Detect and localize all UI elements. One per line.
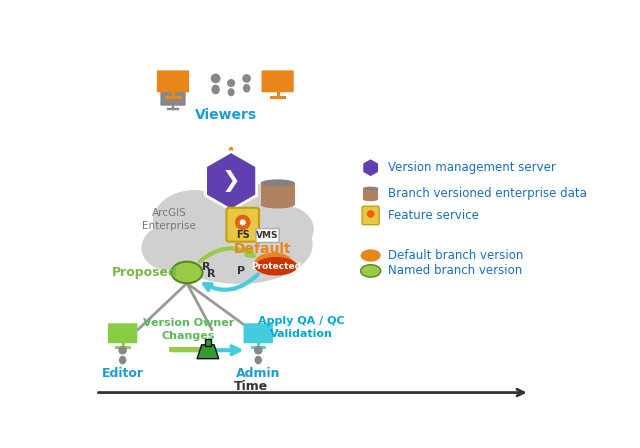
FancyArrowPatch shape <box>200 249 253 261</box>
Ellipse shape <box>243 84 250 93</box>
Ellipse shape <box>166 206 312 283</box>
Ellipse shape <box>363 198 378 201</box>
Text: ArcGIS
Enterprise: ArcGIS Enterprise <box>142 208 196 231</box>
Text: Branch versioned enterprise data: Branch versioned enterprise data <box>388 187 588 200</box>
Text: Named branch version: Named branch version <box>388 264 523 277</box>
Text: Viewers: Viewers <box>195 108 257 122</box>
Circle shape <box>235 215 250 230</box>
Ellipse shape <box>207 181 279 240</box>
Circle shape <box>239 220 246 225</box>
Ellipse shape <box>255 206 313 252</box>
Bar <box>363 189 378 199</box>
FancyBboxPatch shape <box>256 228 279 242</box>
Polygon shape <box>205 151 257 210</box>
Text: ❯: ❯ <box>222 170 241 192</box>
Text: FS: FS <box>236 230 250 240</box>
Text: Version management server: Version management server <box>388 161 556 174</box>
Text: Time: Time <box>234 380 268 393</box>
Circle shape <box>367 210 374 218</box>
Ellipse shape <box>228 88 235 96</box>
FancyBboxPatch shape <box>262 70 294 92</box>
Bar <box>205 339 211 346</box>
Bar <box>260 183 294 205</box>
Circle shape <box>227 79 235 87</box>
Circle shape <box>211 73 221 83</box>
Text: Admin: Admin <box>236 367 280 380</box>
Text: P: P <box>237 266 245 276</box>
Text: Apply QA / QC
Validation: Apply QA / QC Validation <box>257 315 344 339</box>
Circle shape <box>254 346 262 354</box>
FancyBboxPatch shape <box>244 323 273 343</box>
FancyArrowPatch shape <box>204 274 258 290</box>
Circle shape <box>118 346 127 354</box>
Ellipse shape <box>154 191 234 252</box>
Text: Default branch version: Default branch version <box>388 249 524 262</box>
Text: Proposed: Proposed <box>111 266 177 279</box>
Text: Feature service: Feature service <box>388 209 479 222</box>
FancyBboxPatch shape <box>227 208 259 241</box>
Circle shape <box>243 74 251 83</box>
FancyBboxPatch shape <box>157 70 189 92</box>
Ellipse shape <box>360 265 381 277</box>
Ellipse shape <box>363 187 378 190</box>
Text: Editor: Editor <box>102 367 143 380</box>
Ellipse shape <box>172 262 202 283</box>
Text: R: R <box>207 269 216 279</box>
Text: Protected: Protected <box>251 262 301 271</box>
FancyBboxPatch shape <box>161 89 186 106</box>
Text: VMS: VMS <box>256 231 279 240</box>
Text: Version Owner
Changes: Version Owner Changes <box>143 318 234 341</box>
Ellipse shape <box>255 257 298 276</box>
Text: R: R <box>202 262 211 272</box>
Polygon shape <box>363 159 379 177</box>
Ellipse shape <box>142 226 191 269</box>
Ellipse shape <box>360 250 381 262</box>
Polygon shape <box>197 345 219 359</box>
Ellipse shape <box>211 85 220 95</box>
Text: Default: Default <box>234 241 291 255</box>
Ellipse shape <box>260 179 294 187</box>
Ellipse shape <box>254 252 293 274</box>
FancyBboxPatch shape <box>108 323 138 343</box>
Bar <box>169 347 216 352</box>
Ellipse shape <box>119 356 126 364</box>
Ellipse shape <box>255 356 262 364</box>
Ellipse shape <box>172 229 307 279</box>
Ellipse shape <box>260 201 294 208</box>
FancyBboxPatch shape <box>362 206 379 225</box>
